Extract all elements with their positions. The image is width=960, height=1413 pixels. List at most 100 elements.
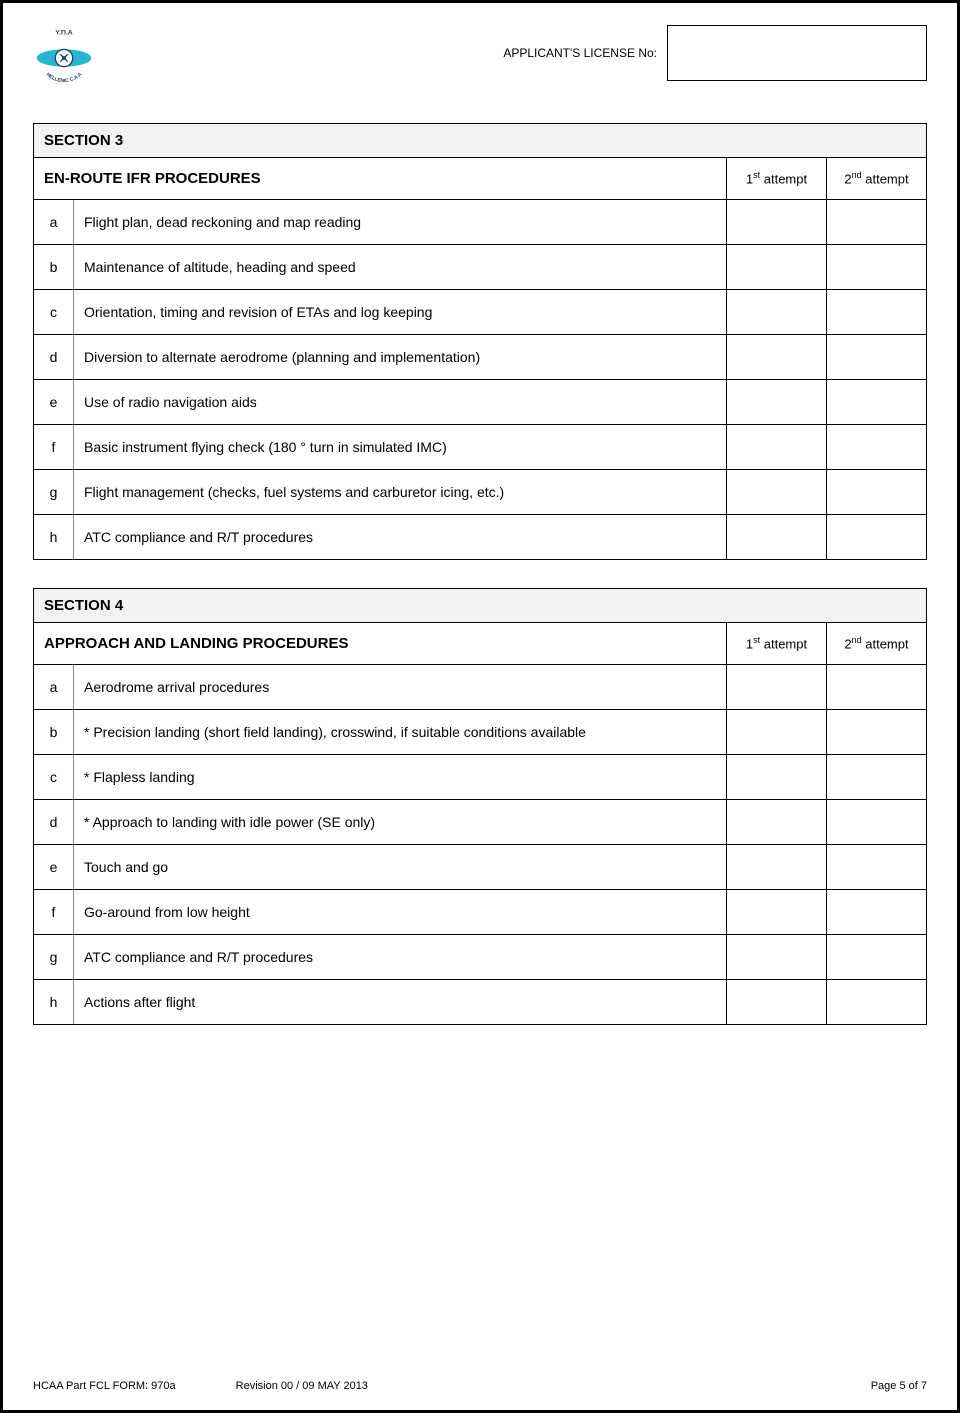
section-3-table: SECTION 3 EN-ROUTE IFR PROCEDURES 1st at… — [33, 123, 927, 560]
row-id: a — [34, 665, 74, 710]
attempt-1-cell[interactable] — [727, 470, 827, 515]
row-text: Maintenance of altitude, heading and spe… — [74, 245, 727, 290]
attempt-1-cell[interactable] — [727, 935, 827, 980]
attempt-1-cell[interactable] — [727, 200, 827, 245]
row-text: Diversion to alternate aerodrome (planni… — [74, 335, 727, 380]
table-row: d * Approach to landing with idle power … — [34, 800, 927, 845]
table-row: d Diversion to alternate aerodrome (plan… — [34, 335, 927, 380]
hcaa-logo: Y.Π.A HELLENIC C.A.A — [33, 27, 95, 89]
footer-form: HCAA Part FCL FORM: 970a — [33, 1380, 176, 1392]
attempt-2-cell[interactable] — [827, 290, 927, 335]
attempt-2-cell[interactable] — [827, 800, 927, 845]
attempt-1-cell[interactable] — [727, 845, 827, 890]
attempt-1-cell[interactable] — [727, 245, 827, 290]
attempt-2-cell[interactable] — [827, 515, 927, 560]
table-row: c * Flapless landing — [34, 755, 927, 800]
attempt-2-cell[interactable] — [827, 980, 927, 1025]
attempt-1-cell[interactable] — [727, 800, 827, 845]
section-3-title-row: SECTION 3 — [34, 124, 927, 158]
section-4-title-row: SECTION 4 — [34, 589, 927, 623]
attempt-1-cell[interactable] — [727, 425, 827, 470]
attempt-1-cell[interactable] — [727, 755, 827, 800]
row-id: f — [34, 425, 74, 470]
attempt-1-header: 1st attempt — [727, 623, 827, 665]
row-id: b — [34, 245, 74, 290]
row-id: c — [34, 755, 74, 800]
attempt-2-cell[interactable] — [827, 380, 927, 425]
row-text: Aerodrome arrival procedures — [74, 665, 727, 710]
row-text: ATC compliance and R/T procedures — [74, 935, 727, 980]
page-frame: Y.Π.A HELLENIC C.A.A APPLICANT'S LICENSE… — [0, 0, 960, 1413]
section-4-title: SECTION 4 — [34, 589, 927, 623]
attempt-2-header: 2nd attempt — [827, 158, 927, 200]
row-text: Touch and go — [74, 845, 727, 890]
attempt-2-cell[interactable] — [827, 425, 927, 470]
table-row: f Basic instrument flying check (180 ° t… — [34, 425, 927, 470]
row-text: Go-around from low height — [74, 890, 727, 935]
footer-page: Page 5 of 7 — [871, 1380, 927, 1392]
footer-revision: Revision 00 / 09 MAY 2013 — [236, 1380, 368, 1392]
section-4-header-row: APPROACH AND LANDING PROCEDURES 1st atte… — [34, 623, 927, 665]
row-text: * Approach to landing with idle power (S… — [74, 800, 727, 845]
attempt-2-cell[interactable] — [827, 335, 927, 380]
attempt-2-cell[interactable] — [827, 470, 927, 515]
row-id: b — [34, 710, 74, 755]
attempt-1-cell[interactable] — [727, 290, 827, 335]
row-text: ATC compliance and R/T procedures — [74, 515, 727, 560]
license-label: APPLICANT'S LICENSE No: — [503, 46, 657, 60]
attempt-1-cell[interactable] — [727, 665, 827, 710]
attempt-2-cell[interactable] — [827, 845, 927, 890]
attempt-1-cell[interactable] — [727, 380, 827, 425]
row-text: Flight management (checks, fuel systems … — [74, 470, 727, 515]
attempt-2-cell[interactable] — [827, 200, 927, 245]
row-text: * Precision landing (short field landing… — [74, 710, 727, 755]
row-id: a — [34, 200, 74, 245]
page-footer: HCAA Part FCL FORM: 970a Revision 00 / 0… — [33, 1380, 927, 1392]
table-row: c Orientation, timing and revision of ET… — [34, 290, 927, 335]
section-3-title: SECTION 3 — [34, 124, 927, 158]
attempt-2-cell[interactable] — [827, 890, 927, 935]
row-id: g — [34, 470, 74, 515]
row-text: Orientation, timing and revision of ETAs… — [74, 290, 727, 335]
row-id: e — [34, 380, 74, 425]
table-row: e Touch and go — [34, 845, 927, 890]
row-id: h — [34, 980, 74, 1025]
table-row: a Flight plan, dead reckoning and map re… — [34, 200, 927, 245]
table-row: h Actions after flight — [34, 980, 927, 1025]
section-4-table: SECTION 4 APPROACH AND LANDING PROCEDURE… — [33, 588, 927, 1025]
attempt-2-header: 2nd attempt — [827, 623, 927, 665]
section-4-name: APPROACH AND LANDING PROCEDURES — [34, 623, 727, 665]
attempt-1-header: 1st attempt — [727, 158, 827, 200]
table-row: f Go-around from low height — [34, 890, 927, 935]
attempt-2-cell[interactable] — [827, 665, 927, 710]
attempt-1-cell[interactable] — [727, 980, 827, 1025]
license-block: APPLICANT'S LICENSE No: — [503, 25, 927, 81]
section-3-name: EN-ROUTE IFR PROCEDURES — [34, 158, 727, 200]
table-row: b * Precision landing (short field landi… — [34, 710, 927, 755]
table-row: h ATC compliance and R/T procedures — [34, 515, 927, 560]
section-3-header-row: EN-ROUTE IFR PROCEDURES 1st attempt 2nd … — [34, 158, 927, 200]
row-id: f — [34, 890, 74, 935]
row-text: Use of radio navigation aids — [74, 380, 727, 425]
row-text: Flight plan, dead reckoning and map read… — [74, 200, 727, 245]
attempt-1-cell[interactable] — [727, 335, 827, 380]
row-text: Basic instrument flying check (180 ° tur… — [74, 425, 727, 470]
attempt-2-cell[interactable] — [827, 935, 927, 980]
attempt-1-cell[interactable] — [727, 710, 827, 755]
row-text: * Flapless landing — [74, 755, 727, 800]
page-header: Y.Π.A HELLENIC C.A.A APPLICANT'S LICENSE… — [33, 25, 927, 99]
attempt-1-cell[interactable] — [727, 515, 827, 560]
row-id: c — [34, 290, 74, 335]
attempt-2-cell[interactable] — [827, 755, 927, 800]
attempt-2-cell[interactable] — [827, 710, 927, 755]
row-text: Actions after flight — [74, 980, 727, 1025]
table-row: g ATC compliance and R/T procedures — [34, 935, 927, 980]
table-row: b Maintenance of altitude, heading and s… — [34, 245, 927, 290]
license-number-input[interactable] — [667, 25, 927, 81]
attempt-2-cell[interactable] — [827, 245, 927, 290]
section-3-body: a Flight plan, dead reckoning and map re… — [34, 200, 927, 560]
table-row: g Flight management (checks, fuel system… — [34, 470, 927, 515]
row-id: g — [34, 935, 74, 980]
table-row: e Use of radio navigation aids — [34, 380, 927, 425]
attempt-1-cell[interactable] — [727, 890, 827, 935]
